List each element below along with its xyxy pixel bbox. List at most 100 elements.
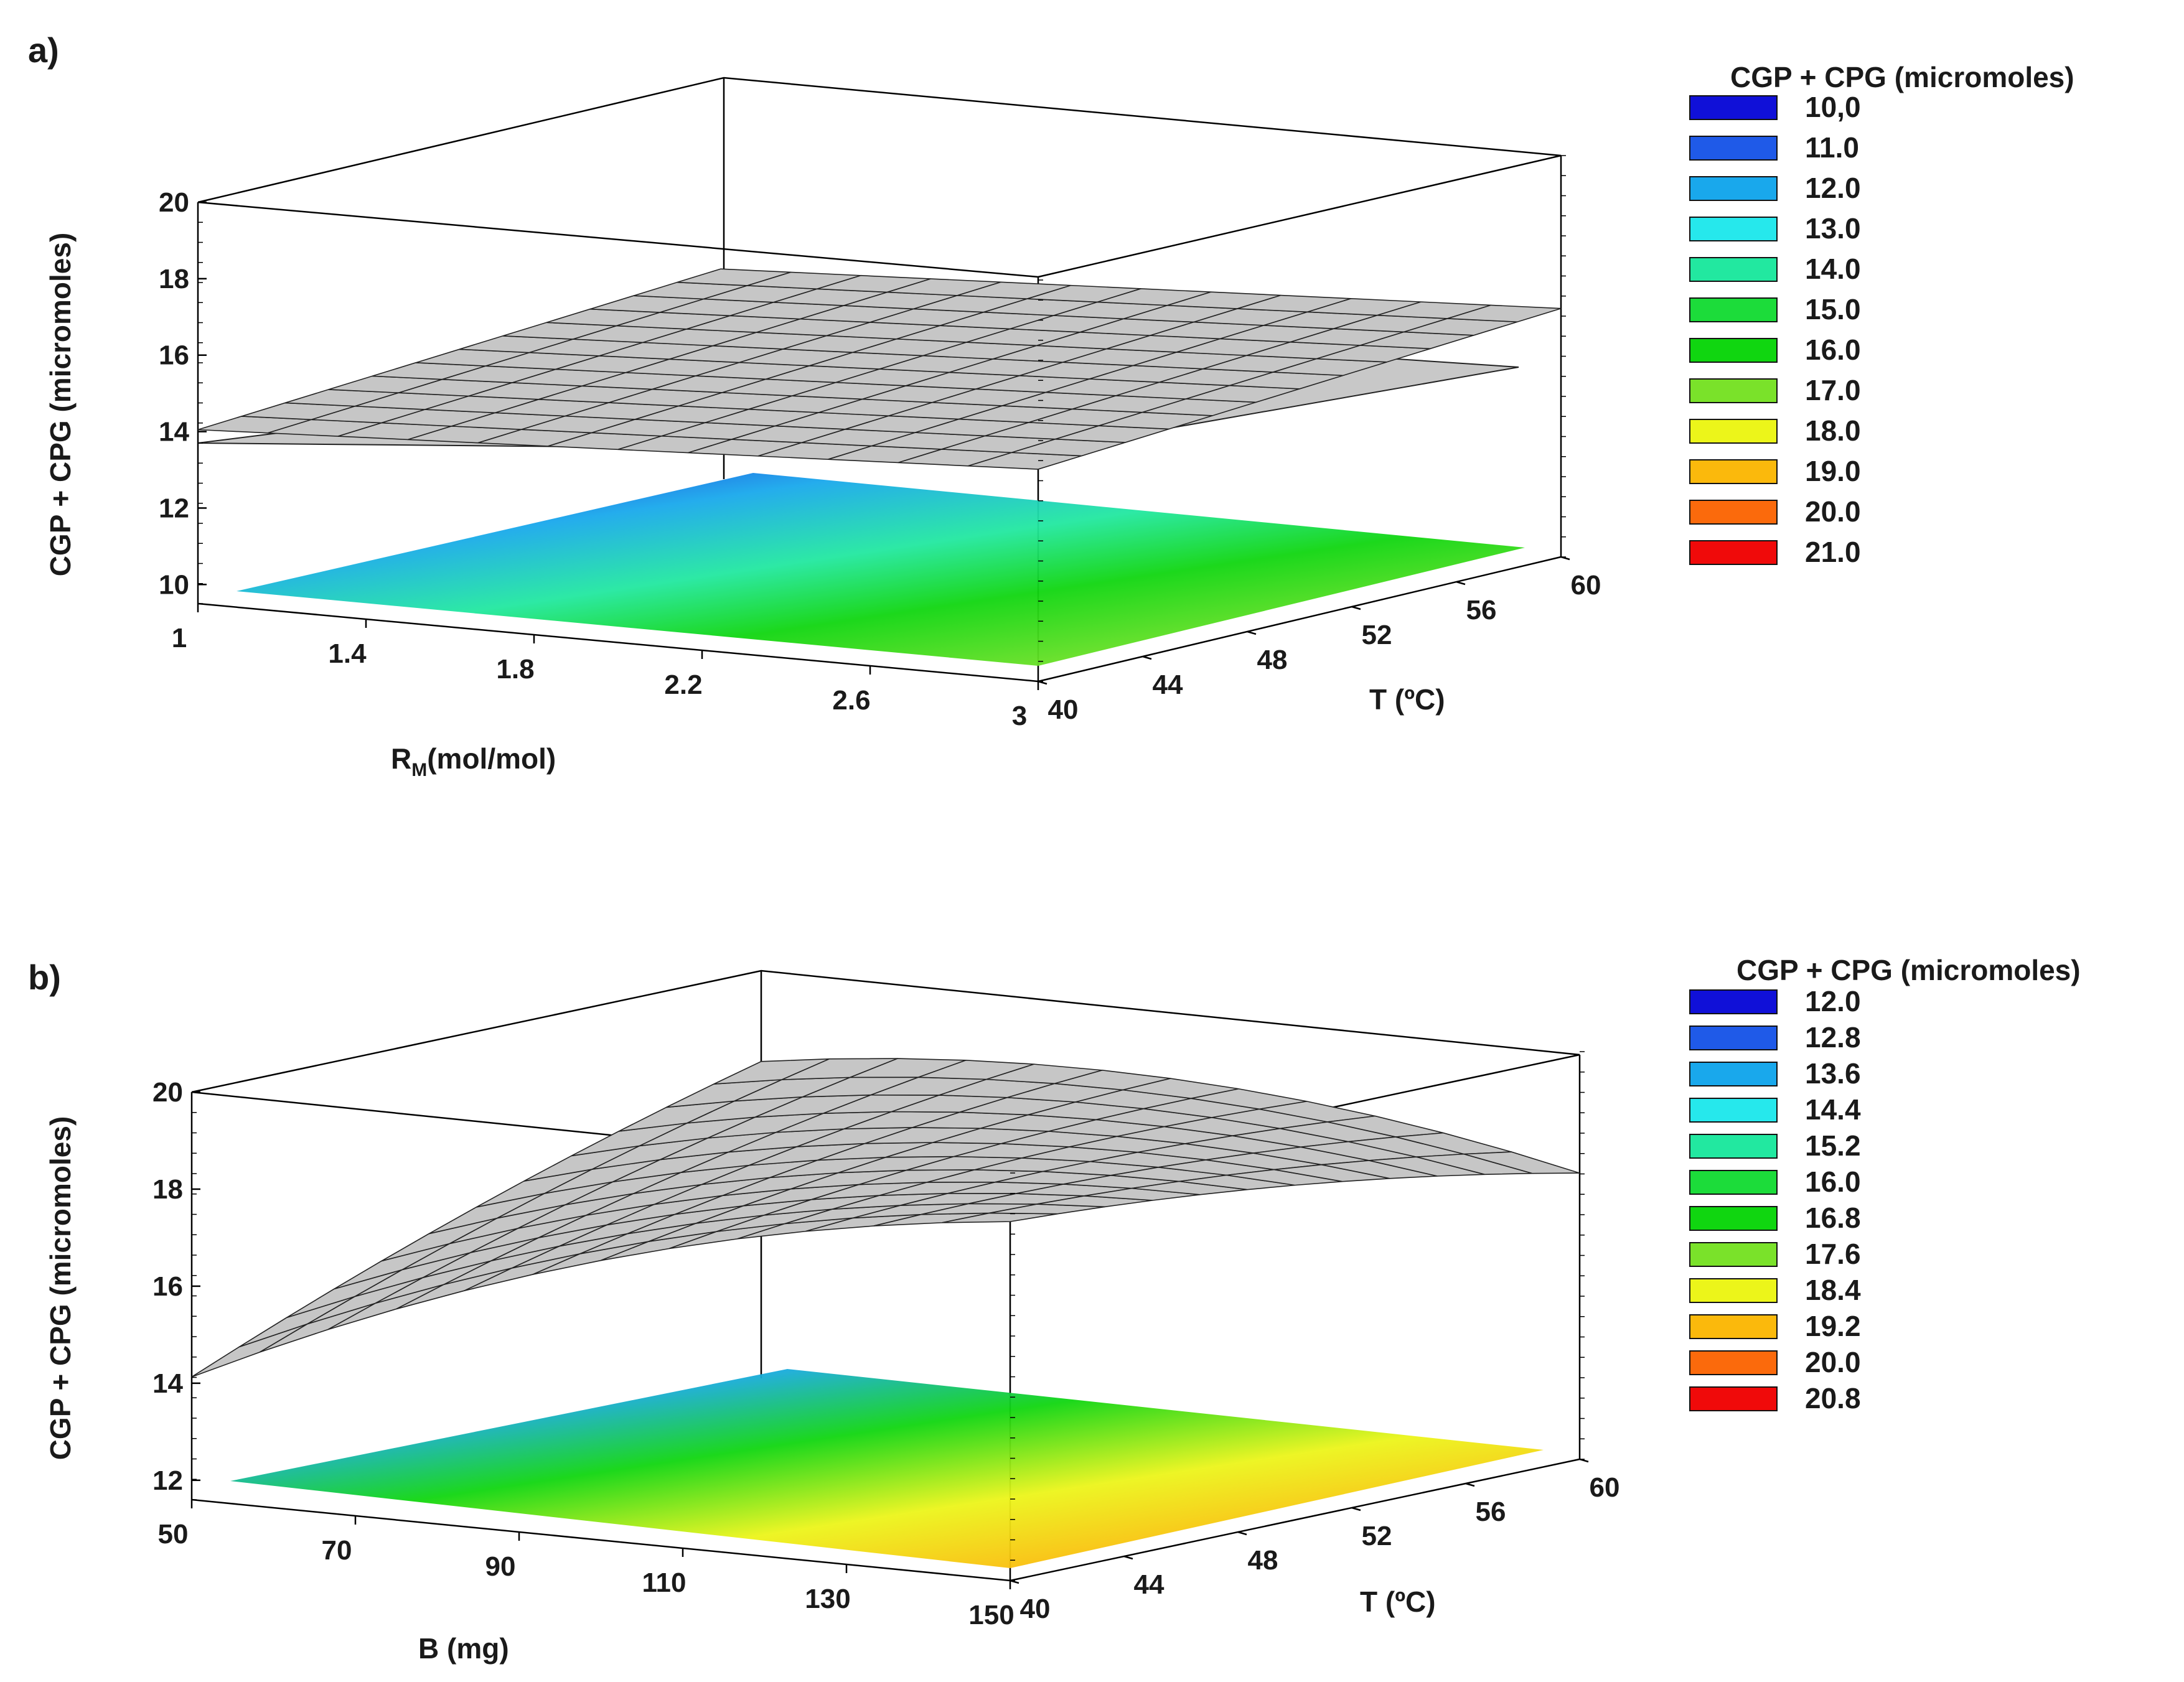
panel-a-surface-mesh (197, 268, 1562, 470)
y-tick-label: 56 (1476, 1497, 1506, 1527)
legend-swatch (1689, 136, 1778, 161)
legend-label: 13.6 (1805, 1057, 1861, 1090)
panel-a-label: a) (28, 30, 59, 70)
x-tick-label: 3 (1012, 701, 1027, 731)
panel-a-y-axis-label: T (ºC) (1369, 683, 1445, 716)
panel-a-legend: 10,0 11.0 12.0 13.0 14.0 15.0 16.0 17.0 18.0 19.0… (1689, 91, 1861, 568)
x-tick-label: 150 (968, 1600, 1014, 1630)
y-tick-label: 60 (1571, 570, 1601, 600)
x-tick-label: 1.8 (496, 654, 534, 684)
panel-b-contour-floor (230, 1369, 1544, 1568)
z-tick-label: 14 (159, 417, 189, 447)
legend-label: 18.0 (1805, 414, 1861, 447)
surface-patch (191, 1323, 308, 1378)
surface-patch (1447, 304, 1562, 323)
legend-swatch (1689, 95, 1778, 120)
y-tick-mark (1142, 655, 1152, 660)
legend-swatch (1689, 1278, 1778, 1303)
panel-b-ticks: 50 70 90 110 130 150 40 44 48 52 56 60 12 14 16 18 20 (152, 1051, 1620, 1630)
legend-swatch (1689, 459, 1778, 484)
x-tick-label: 2.6 (832, 685, 870, 716)
legend-label: 15.0 (1805, 293, 1861, 325)
x-tick-label: 70 (322, 1535, 352, 1566)
legend-swatch (1689, 1206, 1778, 1231)
surface-patch (1463, 1151, 1580, 1174)
legend-swatch (1689, 1170, 1778, 1195)
z-tick-label: 16 (159, 340, 189, 371)
panel-a: a) 1 1.4 1.8 2.2 2.6 3 40 44 48 52 56 60 10 12 14 16 18 2… (28, 30, 2074, 780)
y-tick-mark (1465, 1482, 1475, 1487)
legend-label: 18.4 (1805, 1274, 1861, 1306)
legend-label: 19.0 (1805, 455, 1861, 487)
legend-label: 19.2 (1805, 1310, 1861, 1342)
y-tick-label: 52 (1362, 620, 1392, 650)
y-tick-mark (1351, 605, 1361, 610)
y-tick-label: 52 (1362, 1521, 1392, 1551)
panel-a-ticks: 1 1.4 1.8 2.2 2.6 3 40 44 48 52 56 60 10 12 14 16 18 20 (159, 155, 1601, 731)
y-tick-label: 56 (1466, 595, 1497, 625)
z-tick-label: 20 (159, 187, 189, 218)
panel-a-x-axis-label: RM(mol/mol) (391, 742, 556, 780)
legend-swatch (1689, 1026, 1778, 1050)
legend-swatch (1689, 1314, 1778, 1339)
y-tick-label: 40 (1020, 1594, 1051, 1624)
legend-swatch (1689, 217, 1778, 241)
legend-swatch (1689, 257, 1778, 282)
z-tick-label: 12 (152, 1465, 183, 1496)
legend-label: 14.4 (1805, 1093, 1861, 1126)
legend-label: 12.0 (1805, 985, 1861, 1017)
panel-a-legend-title: CGP + CPG (micromoles) (1730, 61, 2074, 93)
z-tick-label: 14 (152, 1368, 183, 1399)
x-tick-label: 110 (642, 1568, 687, 1598)
y-tick-mark (1247, 630, 1257, 635)
legend-label: 20.0 (1805, 1346, 1861, 1378)
z-tick-label: 10 (159, 569, 189, 600)
z-tick-label: 18 (159, 264, 189, 294)
legend-label: 12.8 (1805, 1021, 1861, 1054)
y-tick-mark (1456, 581, 1466, 586)
legend-label: 16.0 (1805, 1166, 1861, 1198)
z-tick-label: 12 (159, 493, 189, 523)
legend-label: 17.6 (1805, 1238, 1861, 1270)
z-tick-label: 18 (152, 1174, 183, 1205)
legend-swatch (1689, 297, 1778, 322)
legend-label: 14.0 (1805, 253, 1861, 285)
panel-b-legend: 12.0 12.813.614.415.2 16.0 16.8 17.6 18.4 19.2… (1689, 985, 1861, 1414)
legend-label: 17.0 (1805, 374, 1861, 406)
panel-a-z-axis-label: CGP + CPG (micromoles) (44, 233, 77, 577)
panel-b-surface-mesh (191, 1058, 1580, 1378)
x-tick-label: 1.4 (328, 638, 367, 669)
legend-swatch (1689, 989, 1778, 1014)
y-tick-mark (1351, 1507, 1361, 1511)
legend-label: 11.0 (1805, 131, 1859, 164)
legend-swatch (1689, 1386, 1778, 1411)
y-tick-label: 44 (1153, 670, 1183, 700)
y-tick-mark (1123, 1555, 1133, 1560)
legend-swatch (1689, 540, 1778, 565)
legend-label: 20.0 (1805, 495, 1861, 528)
panel-b-legend-title: CGP + CPG (micromoles) (1736, 954, 2081, 986)
z-tick-label: 20 (152, 1077, 183, 1108)
y-tick-label: 48 (1257, 645, 1288, 675)
y-tick-label: 60 (1590, 1472, 1620, 1503)
legend-swatch (1689, 378, 1778, 403)
y-tick-label: 40 (1048, 694, 1079, 725)
legend-swatch (1689, 500, 1778, 525)
legend-label: 15.2 (1805, 1129, 1861, 1162)
x-tick-label: 2.2 (664, 670, 702, 700)
legend-swatch (1689, 419, 1778, 444)
y-tick-label: 48 (1248, 1545, 1278, 1576)
panel-b-z-axis-label: CGP + CPG (micromoles) (44, 1116, 77, 1460)
legend-label: 10,0 (1805, 91, 1861, 123)
legend-swatch (1689, 1098, 1778, 1123)
legend-swatch (1689, 1350, 1778, 1375)
legend-label: 12.0 (1805, 172, 1861, 204)
legend-label: 16.0 (1805, 334, 1861, 366)
x-tick-label: 50 (158, 1519, 189, 1549)
panel-b-y-axis-label: T (ºC) (1360, 1586, 1436, 1618)
x-tick-label: 90 (485, 1551, 516, 1582)
z-tick-label: 16 (152, 1271, 183, 1302)
legend-swatch (1689, 176, 1778, 201)
legend-label: 20.8 (1805, 1382, 1861, 1414)
